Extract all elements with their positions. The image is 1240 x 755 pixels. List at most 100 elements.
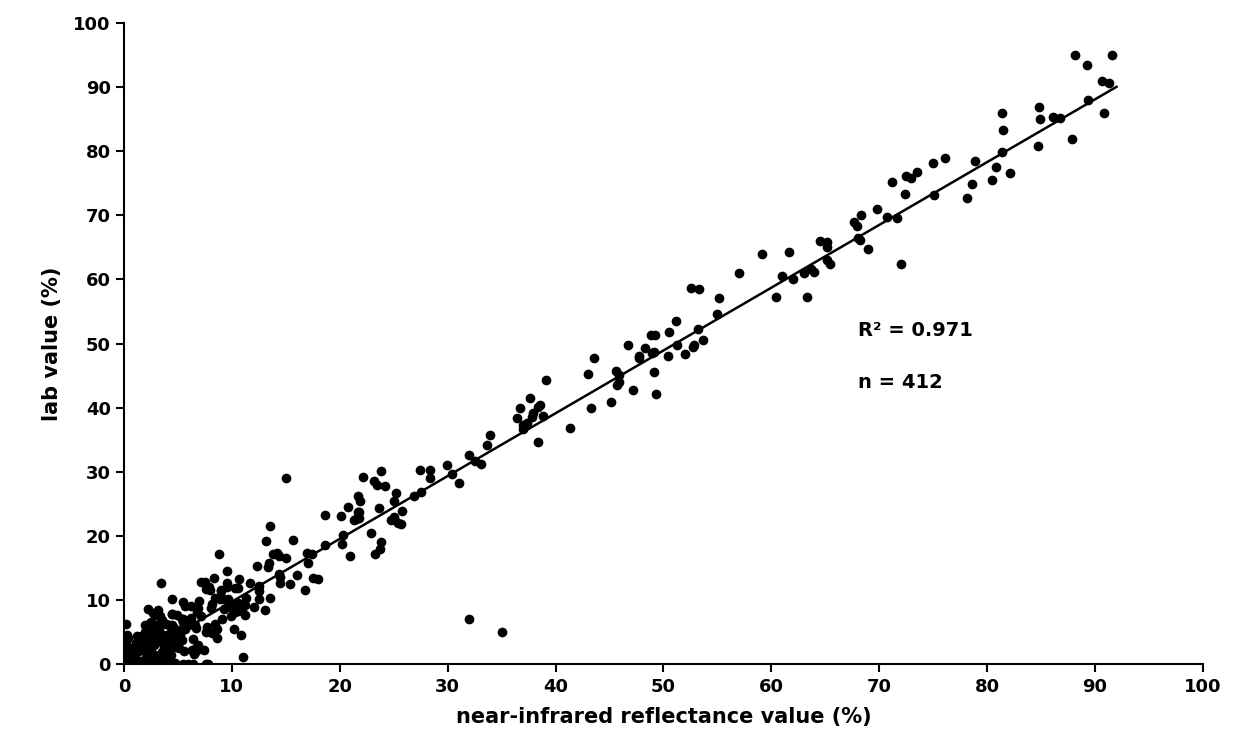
Point — [155, 653, 175, 665]
Point — [296, 547, 316, 559]
Point — [419, 472, 439, 484]
Point — [753, 248, 773, 260]
Point — [522, 411, 542, 424]
Point — [465, 455, 485, 467]
Point — [126, 630, 146, 642]
Point — [174, 645, 193, 657]
Point — [471, 458, 491, 470]
Point — [301, 547, 321, 559]
Point — [124, 658, 144, 670]
Point — [150, 649, 170, 661]
Point — [1095, 107, 1115, 119]
Point — [794, 267, 813, 279]
Point — [810, 235, 830, 247]
Point — [117, 638, 136, 650]
Point — [965, 155, 985, 167]
Point — [175, 600, 195, 612]
Point — [202, 598, 222, 610]
Point — [166, 641, 186, 653]
Point — [295, 584, 315, 596]
Point — [219, 596, 239, 609]
Point — [174, 616, 193, 628]
Point — [139, 629, 159, 641]
Point — [114, 658, 134, 670]
Point — [143, 654, 162, 666]
Point — [221, 601, 241, 613]
Point — [207, 632, 227, 644]
Point — [309, 572, 329, 584]
Point — [184, 658, 203, 670]
Point — [882, 177, 901, 189]
Point — [270, 577, 290, 589]
Point — [658, 326, 678, 338]
Point — [153, 630, 172, 643]
Point — [371, 465, 391, 477]
Point — [162, 608, 182, 620]
Point — [675, 348, 694, 360]
Point — [186, 622, 206, 634]
Point — [629, 350, 649, 362]
Point — [370, 543, 389, 555]
Point — [138, 651, 157, 663]
Point — [477, 439, 497, 451]
Point — [150, 653, 170, 665]
Text: R² = 0.971: R² = 0.971 — [858, 321, 972, 341]
Point — [131, 644, 151, 656]
Point — [848, 232, 868, 244]
Point — [122, 657, 141, 669]
Point — [130, 655, 150, 667]
Point — [140, 616, 160, 628]
Point — [115, 658, 135, 670]
Point — [365, 547, 384, 559]
Point — [353, 471, 373, 483]
Point — [118, 658, 138, 670]
Point — [315, 539, 335, 551]
Point — [118, 658, 138, 670]
Point — [404, 490, 424, 502]
Point — [123, 658, 143, 670]
Point — [610, 376, 630, 388]
Point — [119, 658, 139, 670]
Point — [151, 614, 171, 626]
Point — [135, 658, 155, 670]
Point — [337, 501, 357, 513]
Point — [684, 339, 704, 351]
Point — [211, 591, 231, 603]
Point — [145, 609, 165, 621]
Point — [195, 576, 215, 588]
Point — [195, 643, 215, 655]
Point — [962, 178, 982, 190]
Point — [560, 421, 580, 433]
Point — [188, 639, 208, 651]
Point — [140, 617, 160, 629]
Point — [212, 584, 232, 596]
Point — [162, 608, 182, 620]
Point — [115, 643, 135, 655]
Point — [610, 369, 630, 381]
Point — [135, 626, 155, 638]
Point — [804, 266, 823, 278]
Point — [145, 658, 165, 670]
Point — [521, 392, 541, 404]
Point — [304, 572, 324, 584]
Point — [118, 658, 138, 670]
Point — [196, 626, 216, 638]
Point — [935, 153, 955, 165]
Point — [622, 384, 642, 396]
Point — [248, 560, 268, 572]
Point — [201, 584, 221, 596]
Point — [114, 658, 134, 670]
Point — [275, 473, 295, 485]
Point — [135, 658, 155, 670]
Point — [135, 655, 155, 667]
Point — [491, 627, 511, 639]
Point — [386, 487, 405, 499]
Point — [212, 584, 232, 596]
Point — [185, 618, 205, 630]
Point — [136, 646, 156, 658]
Point — [992, 146, 1012, 159]
Point — [125, 637, 145, 649]
Point — [345, 514, 365, 526]
Point — [533, 411, 553, 423]
Point — [226, 606, 246, 618]
